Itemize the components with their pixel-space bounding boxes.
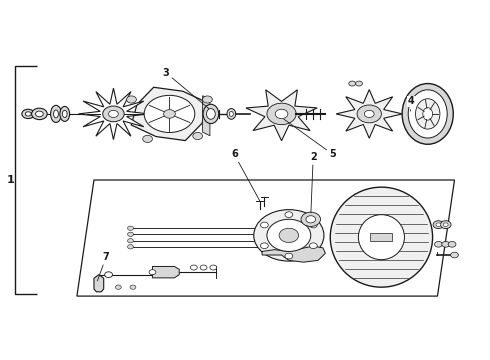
Circle shape (349, 81, 356, 86)
Circle shape (22, 109, 34, 118)
Circle shape (285, 212, 293, 217)
Circle shape (275, 109, 288, 118)
Polygon shape (78, 88, 148, 140)
Ellipse shape (203, 104, 219, 123)
Circle shape (200, 265, 207, 270)
Circle shape (25, 112, 31, 116)
Circle shape (306, 216, 316, 223)
Text: 3: 3 (163, 68, 209, 109)
Circle shape (356, 81, 363, 86)
Circle shape (127, 239, 133, 243)
Polygon shape (131, 87, 208, 140)
Ellipse shape (358, 215, 404, 260)
Circle shape (210, 265, 217, 270)
Ellipse shape (330, 187, 433, 287)
Circle shape (435, 242, 442, 247)
Circle shape (451, 252, 459, 258)
Text: 2: 2 (310, 152, 317, 213)
Circle shape (357, 105, 381, 123)
Circle shape (279, 228, 298, 243)
Circle shape (130, 285, 136, 289)
Circle shape (436, 223, 441, 226)
Circle shape (103, 106, 124, 122)
Circle shape (309, 222, 317, 228)
Polygon shape (262, 246, 325, 262)
Circle shape (143, 135, 152, 143)
FancyBboxPatch shape (370, 233, 392, 241)
Text: 1: 1 (6, 175, 14, 185)
Circle shape (193, 132, 202, 140)
Circle shape (35, 111, 43, 117)
Circle shape (285, 253, 293, 259)
Ellipse shape (408, 90, 447, 138)
Ellipse shape (50, 105, 61, 122)
Circle shape (365, 111, 374, 117)
Ellipse shape (227, 109, 236, 119)
Circle shape (105, 272, 113, 278)
Circle shape (116, 285, 121, 289)
Circle shape (443, 223, 448, 226)
Circle shape (267, 103, 296, 125)
Circle shape (301, 212, 320, 226)
Circle shape (164, 110, 175, 118)
Circle shape (127, 245, 133, 249)
Text: 6: 6 (231, 149, 260, 201)
Circle shape (254, 210, 324, 261)
Circle shape (126, 96, 136, 103)
Circle shape (433, 221, 444, 229)
Ellipse shape (206, 109, 215, 119)
Polygon shape (94, 275, 104, 292)
Circle shape (149, 270, 156, 275)
Circle shape (202, 96, 212, 103)
Ellipse shape (60, 107, 70, 121)
Circle shape (442, 242, 450, 247)
Circle shape (144, 95, 195, 132)
Circle shape (261, 222, 268, 228)
Ellipse shape (402, 84, 453, 144)
Text: 7: 7 (98, 252, 110, 281)
Polygon shape (77, 180, 455, 296)
Circle shape (261, 243, 268, 249)
Circle shape (448, 242, 456, 247)
Circle shape (441, 221, 451, 229)
Ellipse shape (229, 111, 233, 116)
Ellipse shape (62, 111, 67, 117)
Circle shape (267, 219, 311, 251)
Ellipse shape (423, 108, 433, 120)
Polygon shape (152, 266, 179, 278)
Text: 4: 4 (407, 96, 414, 111)
Circle shape (191, 265, 197, 270)
Ellipse shape (416, 99, 440, 129)
Text: 5: 5 (284, 119, 336, 159)
Circle shape (109, 111, 118, 117)
Polygon shape (336, 90, 402, 138)
Circle shape (309, 243, 317, 249)
Circle shape (127, 232, 133, 237)
Polygon shape (202, 96, 210, 136)
Ellipse shape (53, 110, 58, 118)
Polygon shape (246, 90, 317, 141)
Circle shape (31, 108, 47, 120)
Circle shape (127, 226, 133, 230)
